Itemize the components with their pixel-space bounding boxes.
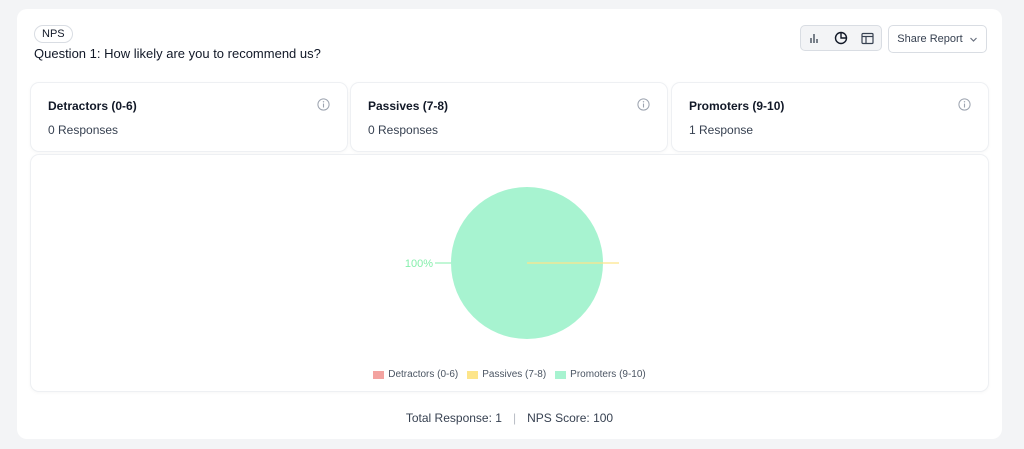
passives-count: 0 Responses — [368, 123, 439, 137]
legend-label-promoters: Promoters (9-10) — [570, 369, 646, 380]
table-icon — [861, 32, 874, 44]
pie-chart: 100% — [405, 187, 619, 339]
share-report-button[interactable]: Share Report — [888, 25, 987, 53]
legend-item-detractors[interactable]: Detractors (0-6) — [373, 369, 458, 380]
legend-label-passives: Passives (7-8) — [482, 369, 547, 380]
promoters-count: 1 Response — [689, 123, 754, 137]
view-toggle-group — [800, 25, 882, 51]
legend-swatch-detractors — [373, 370, 385, 379]
promoters-title: Promoters (9-10) — [689, 99, 785, 113]
nps-score: NPS Score: 100 — [527, 411, 614, 425]
legend-item-promoters[interactable]: Promoters (9-10) — [555, 369, 646, 380]
promoters-card: Promoters (9-10) 1 Response — [672, 83, 988, 151]
table-view-button[interactable] — [856, 27, 880, 49]
share-report-label: Share Report — [897, 33, 963, 45]
pie-chart-view-button[interactable] — [829, 27, 853, 49]
report-footer: Total Response: 1 | NPS Score: 100 — [17, 411, 1002, 425]
chart-legend: Detractors (0-6) Passives (7-8) Promoter… — [31, 369, 988, 380]
info-icon[interactable] — [958, 98, 971, 111]
detractors-title: Detractors (0-6) — [48, 99, 137, 113]
legend-item-passives[interactable]: Passives (7-8) — [467, 369, 546, 380]
total-response: Total Response: 1 — [405, 411, 502, 425]
passives-title: Passives (7-8) — [368, 99, 449, 113]
bar-chart-view-button[interactable] — [802, 27, 826, 49]
nps-report-card: NPS Question 1: How likely are you to re… — [17, 9, 1002, 439]
info-icon[interactable] — [317, 98, 330, 111]
pie-data-label-promoters: 100% — [405, 258, 433, 270]
chevron-down-icon — [969, 37, 977, 42]
legend-swatch-passives — [467, 370, 479, 379]
bar-chart-icon — [810, 34, 818, 43]
legend-swatch-promoters — [555, 370, 567, 379]
detractors-card: Detractors (0-6) 0 Responses — [31, 83, 347, 151]
chart-panel: 100% Detractors (0-6) Passives (7-8) Pro… — [31, 155, 988, 391]
info-icon[interactable] — [637, 98, 650, 111]
passives-card: Passives (7-8) 0 Responses — [351, 83, 667, 151]
legend-label-detractors: Detractors (0-6) — [388, 369, 459, 380]
detractors-count: 0 Responses — [48, 123, 119, 137]
question-type-tag: NPS — [34, 25, 73, 43]
footer-separator: | — [512, 411, 517, 425]
question-title: Question 1: How likely are you to recomm… — [34, 46, 321, 61]
pie-chart-icon — [834, 31, 848, 45]
